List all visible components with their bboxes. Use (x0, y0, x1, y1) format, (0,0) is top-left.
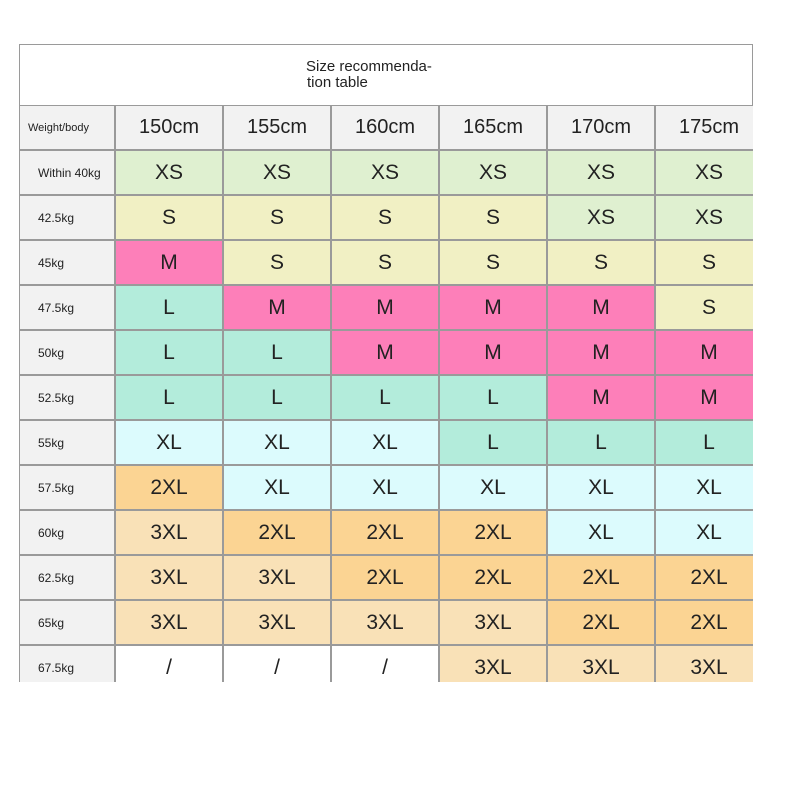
size-cell: XL (116, 421, 222, 464)
table-title-line2: tion table (307, 74, 368, 91)
size-cell: M (548, 331, 654, 374)
size-cell: 3XL (116, 556, 222, 599)
size-cell: 3XL (224, 556, 330, 599)
weight-label: 62.5kg (20, 556, 114, 599)
size-cell: L (548, 421, 654, 464)
size-cell: L (332, 376, 438, 419)
size-cell: S (332, 241, 438, 284)
size-cell: S (116, 196, 222, 239)
size-cell: XL (224, 421, 330, 464)
size-cell: 2XL (332, 556, 438, 599)
size-cell: M (440, 286, 546, 329)
size-cell: S (656, 286, 753, 329)
size-cell: 3XL (440, 646, 546, 682)
weight-label: 67.5kg (20, 646, 114, 682)
size-cell: 3XL (332, 601, 438, 644)
size-cell: 3XL (656, 646, 753, 682)
size-cell: XL (224, 466, 330, 509)
size-cell: 3XL (224, 601, 330, 644)
size-cell: M (332, 286, 438, 329)
size-cell: XS (656, 196, 753, 239)
size-cell: 2XL (332, 511, 438, 554)
size-cell: S (224, 196, 330, 239)
weight-label: 60kg (20, 511, 114, 554)
table-title-line1: Size recommenda- (306, 58, 432, 75)
size-cell: 2XL (224, 511, 330, 554)
size-cell: 2XL (440, 511, 546, 554)
size-cell: S (656, 241, 753, 284)
size-cell: 2XL (440, 556, 546, 599)
size-cell: / (116, 646, 222, 682)
height-header: 165cm (440, 106, 546, 149)
size-cell: XS (656, 151, 753, 194)
size-cell: L (224, 331, 330, 374)
size-cell: 2XL (656, 556, 753, 599)
size-cell: M (224, 286, 330, 329)
size-cell: S (548, 241, 654, 284)
weight-label: 50kg (20, 331, 114, 374)
size-cell: L (656, 421, 753, 464)
weight-label: 52.5kg (20, 376, 114, 419)
size-cell: M (656, 331, 753, 374)
weight-label: 45kg (20, 241, 114, 284)
height-header: 155cm (224, 106, 330, 149)
height-header: 150cm (116, 106, 222, 149)
size-cell: S (332, 196, 438, 239)
size-cell: / (332, 646, 438, 682)
size-cell: 3XL (116, 601, 222, 644)
size-cell: XL (548, 511, 654, 554)
size-cell: XS (548, 196, 654, 239)
size-cell: 3XL (548, 646, 654, 682)
size-cell: S (440, 196, 546, 239)
table-title-box: Size recommenda- tion table (19, 44, 753, 106)
size-cell: 2XL (548, 601, 654, 644)
size-cell: XL (656, 466, 753, 509)
weight-label: 47.5kg (20, 286, 114, 329)
size-cell: XL (548, 466, 654, 509)
weight-label: 57.5kg (20, 466, 114, 509)
height-header: 160cm (332, 106, 438, 149)
size-cell: L (116, 286, 222, 329)
size-cell: 2XL (548, 556, 654, 599)
size-cell: M (332, 331, 438, 374)
size-cell: XL (656, 511, 753, 554)
size-table: Size recommenda- tion table Weight/body … (19, 44, 753, 682)
size-cell: XS (548, 151, 654, 194)
weight-label: 42.5kg (20, 196, 114, 239)
size-cell: 2XL (116, 466, 222, 509)
size-cell: XS (440, 151, 546, 194)
size-cell: XS (116, 151, 222, 194)
size-cell: XL (440, 466, 546, 509)
size-cell: L (440, 421, 546, 464)
weight-label: 55kg (20, 421, 114, 464)
size-grid: Weight/body 150cm 155cm 160cm 165cm 170c… (19, 106, 753, 682)
size-cell: M (548, 376, 654, 419)
size-cell: M (656, 376, 753, 419)
size-cell: XL (332, 466, 438, 509)
size-cell: XS (224, 151, 330, 194)
size-cell: L (224, 376, 330, 419)
height-header: 175cm (656, 106, 753, 149)
table-title: Size recommenda- tion table (306, 59, 506, 91)
height-header: 170cm (548, 106, 654, 149)
size-cell: XL (332, 421, 438, 464)
size-cell: S (440, 241, 546, 284)
size-cell: M (548, 286, 654, 329)
size-cell: L (116, 331, 222, 374)
size-cell: / (224, 646, 330, 682)
size-cell: 3XL (440, 601, 546, 644)
weight-label: 65kg (20, 601, 114, 644)
size-cell: S (224, 241, 330, 284)
size-cell: XS (332, 151, 438, 194)
size-cell: 2XL (656, 601, 753, 644)
size-cell: M (440, 331, 546, 374)
size-cell: L (116, 376, 222, 419)
weight-label: Within 40kg (20, 151, 114, 194)
corner-label: Weight/body (20, 106, 114, 149)
size-cell: M (116, 241, 222, 284)
size-cell: L (440, 376, 546, 419)
size-cell: 3XL (116, 511, 222, 554)
